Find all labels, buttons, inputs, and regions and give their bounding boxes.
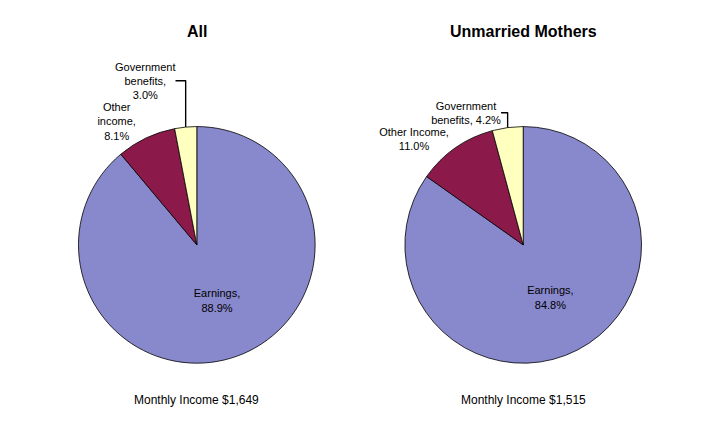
svg-text:Earnings,88.9%: Earnings,88.9% bbox=[194, 287, 240, 313]
svg-text:Other Income,11.0%: Other Income,11.0% bbox=[379, 126, 449, 152]
svg-text:Monthly Income $1,515: Monthly Income $1,515 bbox=[461, 393, 586, 407]
svg-text:Unmarried Mothers: Unmarried Mothers bbox=[450, 23, 597, 40]
svg-text:Monthly Income $1,649: Monthly Income $1,649 bbox=[134, 393, 259, 407]
svg-text:Governmentbenefits,3.0%: Governmentbenefits,3.0% bbox=[115, 61, 176, 102]
svg-text:All: All bbox=[187, 23, 207, 40]
svg-text:Otherincome,8.1%: Otherincome,8.1% bbox=[97, 101, 136, 142]
svg-text:Governmentbenefits, 4.2%: Governmentbenefits, 4.2% bbox=[431, 100, 501, 126]
svg-text:Earnings,84.8%: Earnings,84.8% bbox=[527, 284, 573, 310]
